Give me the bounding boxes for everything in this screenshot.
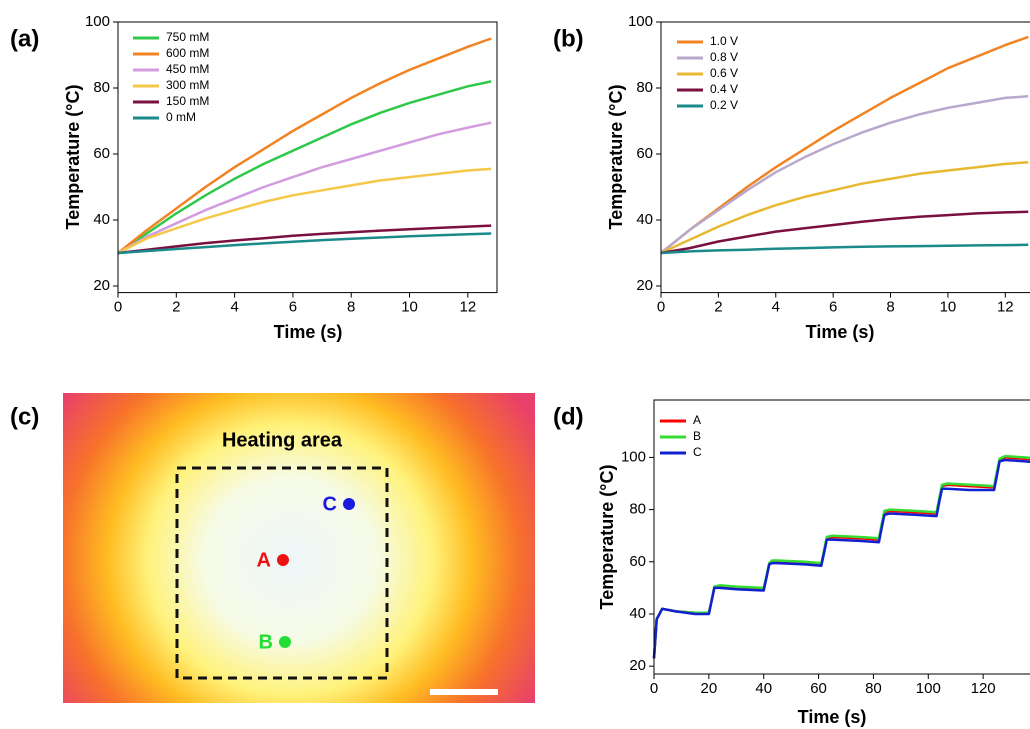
legend-label: 0 mM <box>166 110 196 124</box>
legend-label: 0.4 V <box>710 82 738 96</box>
legend-label: A <box>693 413 701 427</box>
panel-label: (c) <box>10 403 39 430</box>
marker-point <box>279 636 291 648</box>
x-axis-label: Time (s) <box>798 707 867 727</box>
panel-label: (b) <box>553 25 584 52</box>
scale-label: 5 mm <box>440 702 487 722</box>
x-tick-label: 10 <box>940 299 957 316</box>
legend-label: 750 mM <box>166 30 209 44</box>
y-tick-label: 20 <box>636 277 653 294</box>
plot-frame <box>653 399 1030 675</box>
panel-label: (d) <box>553 403 584 430</box>
legend-label: 0.2 V <box>710 98 738 112</box>
data-line <box>117 37 492 254</box>
point-label: B <box>259 631 273 653</box>
legend-label: 300 mM <box>166 78 209 92</box>
point-label: A <box>257 549 271 571</box>
y-axis-label: Temperature (°C) <box>63 85 83 230</box>
y-tick-label: 40 <box>93 211 110 228</box>
x-tick-label: 120 <box>971 680 996 697</box>
annotation: Heating area <box>222 429 343 451</box>
x-tick-label: 2 <box>172 299 180 316</box>
y-tick-label: 20 <box>93 277 110 294</box>
data-line <box>660 35 1029 254</box>
y-axis-label: Temperature (°C) <box>597 465 617 610</box>
legend-label: 450 mM <box>166 62 209 76</box>
legend-label: B <box>693 429 701 443</box>
legend-label: 0.8 V <box>710 50 738 64</box>
data-line <box>652 456 1030 659</box>
y-tick-label: 100 <box>85 13 110 30</box>
plot-frame <box>660 21 1030 294</box>
x-tick-label: 10 <box>401 299 418 316</box>
x-tick-label: 8 <box>886 299 894 316</box>
y-tick-label: 40 <box>629 605 646 622</box>
y-tick-label: 100 <box>621 448 646 465</box>
x-axis-label: Time (s) <box>274 322 343 342</box>
x-axis-label: Time (s) <box>806 322 875 342</box>
x-tick-label: 40 <box>755 680 772 697</box>
marker-point <box>277 554 289 566</box>
legend-label: 600 mM <box>166 46 209 60</box>
x-tick-label: 6 <box>289 299 297 316</box>
data-line <box>652 458 1030 659</box>
x-tick-label: 12 <box>460 299 477 316</box>
x-tick-label: 80 <box>865 680 882 697</box>
x-tick-label: 0 <box>114 299 122 316</box>
plot-frame <box>117 21 498 294</box>
point-label: C <box>323 493 337 515</box>
x-tick-label: 4 <box>230 299 238 316</box>
legend-label: 1.0 V <box>710 34 738 48</box>
data-line <box>660 243 1029 255</box>
y-tick-label: 60 <box>93 145 110 162</box>
x-tick-label: 60 <box>810 680 827 697</box>
data-line <box>660 95 1029 254</box>
data-line <box>117 80 492 255</box>
marker-point <box>343 498 355 510</box>
x-tick-label: 100 <box>916 680 941 697</box>
legend-label: 150 mM <box>166 94 209 108</box>
legend-label: 0.6 V <box>710 66 738 80</box>
x-tick-label: 0 <box>650 680 658 697</box>
scale-bar <box>430 689 498 695</box>
y-tick-label: 80 <box>93 79 110 96</box>
data-line <box>660 210 1029 255</box>
x-tick-label: 8 <box>347 299 355 316</box>
x-tick-label: 4 <box>772 299 780 316</box>
y-tick-label: 20 <box>629 657 646 674</box>
y-tick-label: 80 <box>629 501 646 518</box>
x-tick-label: 2 <box>714 299 722 316</box>
data-line <box>117 167 492 255</box>
panel-label: (a) <box>10 25 39 52</box>
y-tick-label: 100 <box>628 13 653 30</box>
data-line <box>117 224 492 255</box>
y-axis-label: Temperature (°C) <box>606 85 626 230</box>
y-tick-label: 40 <box>636 211 653 228</box>
thermal-image <box>63 393 535 703</box>
y-tick-label: 60 <box>629 553 646 570</box>
data-line <box>117 121 492 255</box>
y-tick-label: 60 <box>636 145 653 162</box>
data-line <box>660 161 1029 255</box>
heating-box <box>175 466 389 680</box>
x-tick-label: 12 <box>997 299 1014 316</box>
legend-label: C <box>693 445 702 459</box>
x-tick-label: 6 <box>829 299 837 316</box>
data-line <box>117 232 492 255</box>
x-tick-label: 20 <box>701 680 718 697</box>
x-tick-label: 0 <box>657 299 665 316</box>
y-tick-label: 80 <box>636 79 653 96</box>
